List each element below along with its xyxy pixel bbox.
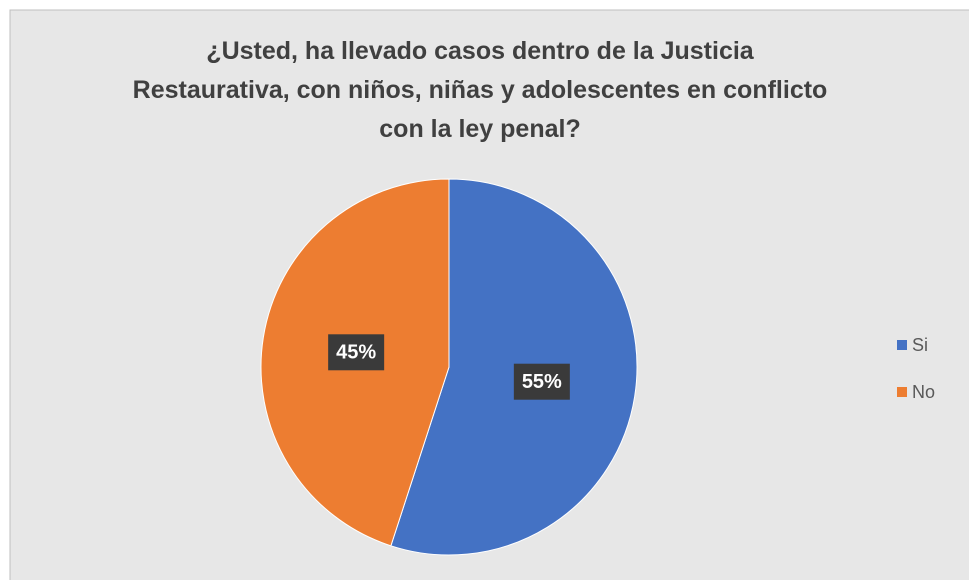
- legend-swatch: [897, 340, 907, 350]
- data-label-box: [328, 334, 385, 371]
- legend-swatch: [897, 387, 907, 397]
- data-label: 45%: [336, 342, 376, 364]
- data-label: 55%: [522, 371, 562, 393]
- chart-title: ¿Usted, ha llevado casos dentro de la Ju…: [132, 37, 828, 143]
- legend-label: No: [912, 382, 935, 402]
- data-label-box: [513, 363, 570, 400]
- legend-label: Si: [912, 335, 928, 355]
